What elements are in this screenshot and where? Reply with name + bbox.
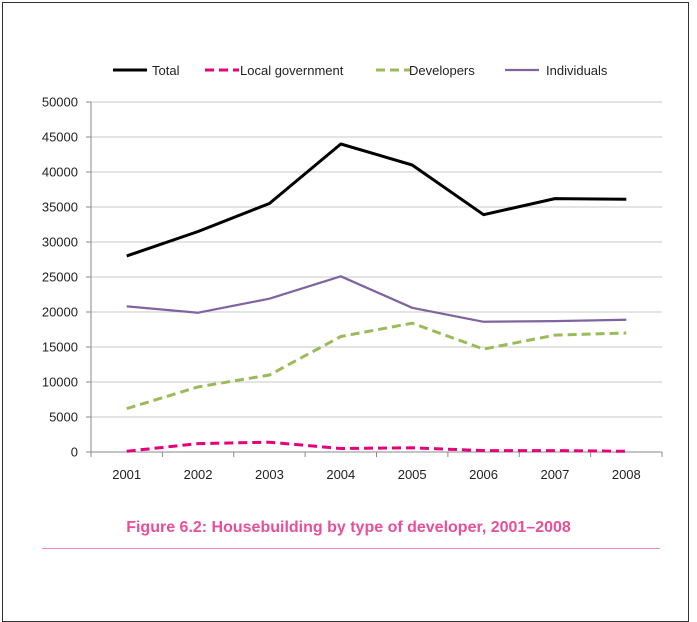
x-tick-label: 2006: [469, 467, 498, 482]
x-tick-label: 2004: [326, 467, 355, 482]
legend-label: Individuals: [546, 63, 608, 78]
y-tick-label: 15000: [42, 340, 78, 355]
y-tick-label: 25000: [42, 270, 78, 285]
y-tick-label: 20000: [42, 305, 78, 320]
series-lines: [126, 142, 627, 453]
y-tick-label: 0: [71, 445, 78, 460]
legend-label: Local government: [240, 63, 344, 78]
series-line-developers: [126, 321, 627, 411]
y-axis-ticks: 0 5000 10000 15000 20000 25000 30000 35000 40000…: [42, 95, 91, 460]
y-tick-label: 50000: [42, 95, 78, 110]
x-tick-label: 2005: [398, 467, 427, 482]
x-axis-ticks: 2001 2002 2003 2004 2005 2006 2007 2008: [90, 452, 663, 482]
legend-label: Total: [152, 63, 180, 78]
caption-rule: [42, 548, 660, 549]
x-tick-label: 2002: [184, 467, 213, 482]
line-chart: 0 5000 10000 15000 20000 25000 30000 35000 40000…: [42, 63, 663, 482]
x-tick-label: 2008: [612, 467, 641, 482]
series-line-local-government: [126, 440, 627, 453]
x-tick-label: 2003: [255, 467, 284, 482]
gridlines: [91, 101, 662, 418]
y-tick-label: 30000: [42, 235, 78, 250]
y-tick-label: 10000: [42, 375, 78, 390]
y-tick-label: 40000: [42, 165, 78, 180]
x-tick-label: 2007: [540, 467, 569, 482]
y-tick-label: 5000: [49, 410, 78, 425]
x-tick-label: 2001: [112, 467, 141, 482]
y-tick-label: 35000: [42, 200, 78, 215]
legend: Total Local government Developers Individua…: [113, 63, 608, 78]
series-line-individuals: [126, 275, 627, 323]
figure-caption: Figure 6.2: Housebuilding by type of dev…: [126, 519, 571, 536]
series-line-total: [126, 142, 627, 258]
y-tick-label: 45000: [42, 130, 78, 145]
legend-label: Developers: [409, 63, 475, 78]
